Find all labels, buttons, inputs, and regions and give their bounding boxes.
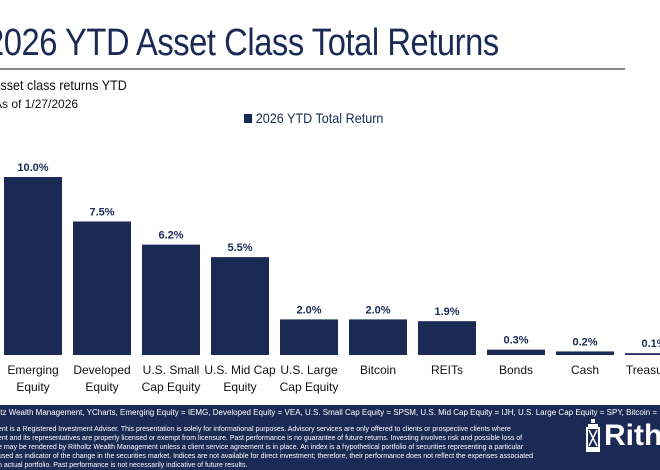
bar-6: [418, 321, 476, 355]
data-label: 0.2%: [572, 336, 597, 348]
data-label: 6.2%: [158, 230, 183, 242]
bar-9: [625, 353, 660, 355]
bar-chart: 10.0% Emerging Equity 7.5% Developed Equity 6.…: [4, 162, 660, 394]
as-of-date: As of 1/27/2026: [0, 97, 79, 111]
bar-8: [556, 351, 614, 355]
data-label: 0.1%: [641, 338, 660, 350]
category-label: U.S. Large: [280, 363, 338, 377]
category-label: Cap Equity: [142, 380, 201, 394]
category-label: U.S. Mid Cap: [204, 363, 276, 377]
category-label: Cap Equity: [280, 380, 339, 394]
source-note: Source: Ritholtz Wealth Management, YCha…: [0, 408, 660, 417]
category-label: Bitcoin: [360, 363, 396, 377]
logo-text: Ritholtz: [604, 419, 660, 452]
legend-label: 2026 YTD Total Return: [255, 110, 384, 126]
category-label: Equity: [223, 380, 256, 394]
category-label: Equity: [85, 380, 118, 394]
category-label: Treasuries: [626, 363, 660, 377]
data-label: 7.5%: [89, 207, 114, 219]
bar-5: [349, 319, 407, 355]
category-label: REITs: [431, 363, 463, 377]
disclaimer: ent is a Registered Investment Adviser. …: [0, 426, 534, 469]
data-label: 2.0%: [296, 304, 321, 316]
category-label: Bonds: [499, 363, 533, 377]
legend: 2026 YTD Total Return: [244, 110, 383, 126]
title-divider: [0, 68, 625, 70]
bar-4: [280, 319, 338, 355]
data-label: 1.9%: [434, 306, 459, 318]
company-logo: Ritholtz: [586, 419, 660, 453]
chart-subtitle: Asset class returns YTD: [0, 77, 127, 93]
bar-1: [73, 221, 131, 355]
page-title: 2026 YTD Asset Class Total Returns: [0, 22, 499, 64]
data-label: 2.0%: [365, 304, 390, 316]
footer: Source: Ritholtz Wealth Management, YCha…: [0, 405, 660, 470]
bar-3: [211, 257, 269, 355]
category-label: U.S. Small: [143, 363, 200, 377]
data-label: 0.3%: [503, 335, 528, 347]
bar-7: [487, 349, 545, 355]
category-label: Developed: [73, 363, 130, 377]
data-label: 10.0%: [17, 162, 48, 174]
lantern-icon: [586, 419, 600, 452]
bar-0: [4, 177, 62, 355]
bar-2: [142, 244, 200, 355]
category-label: Cash: [571, 363, 599, 377]
category-label: Equity: [16, 380, 49, 394]
category-label: Emerging: [7, 363, 58, 377]
data-label: 5.5%: [227, 242, 252, 254]
legend-swatch: [244, 113, 253, 123]
